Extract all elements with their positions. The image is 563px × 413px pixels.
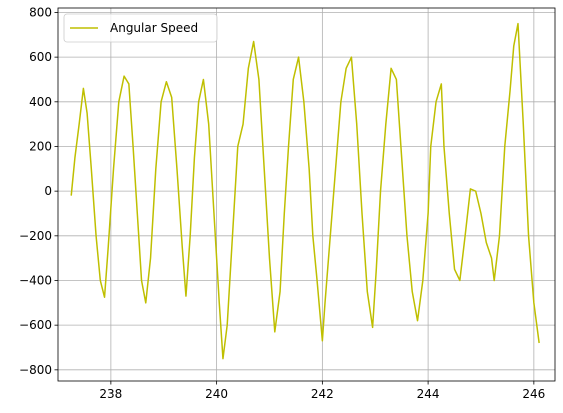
- y-tick-label: −600: [19, 318, 52, 332]
- x-tick-label: 242: [311, 387, 334, 401]
- y-tick-label: −200: [19, 229, 52, 243]
- y-tick-label: 600: [29, 50, 52, 64]
- legend-label: Angular Speed: [110, 21, 198, 35]
- series-layer: [70, 22, 540, 360]
- y-tick-label: −400: [19, 273, 52, 287]
- legend-box: [63, 13, 218, 43]
- x-tick-label: 244: [417, 387, 440, 401]
- y-tick-label: 800: [29, 5, 52, 19]
- x-tick-label: 238: [99, 387, 122, 401]
- axis-ticks: 238 240 242 244 246 −800 −600 −400 −200 0 200 400 60…: [19, 5, 545, 401]
- plot-frame: [57, 7, 556, 382]
- series-line-angular-speed: [70, 22, 540, 360]
- y-tick-label: 400: [29, 95, 52, 109]
- x-tick-label: 240: [205, 387, 228, 401]
- legend: Angular Speed: [63, 13, 218, 43]
- y-tick-label: 200: [29, 139, 52, 153]
- plot-background: [58, 8, 555, 381]
- y-tick-label: −800: [19, 363, 52, 377]
- y-tick-label: 0: [44, 184, 52, 198]
- x-tick-label: 246: [522, 387, 545, 401]
